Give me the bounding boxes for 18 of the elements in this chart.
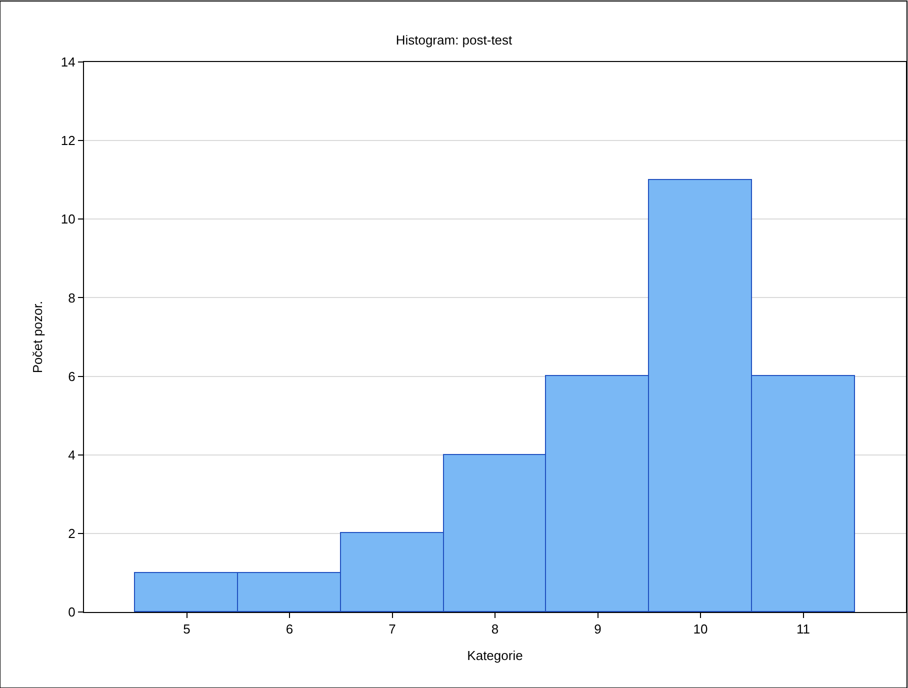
y-tick-label: 12 — [60, 133, 76, 148]
x-tick-label: 10 — [693, 622, 708, 637]
x-tick-label: 11 — [796, 622, 810, 637]
x-tick-label: 9 — [594, 622, 602, 637]
y-tick-label: 8 — [68, 290, 76, 306]
x-tick-label: 6 — [286, 622, 294, 637]
chart-title: Histogram: post-test — [396, 32, 513, 48]
x-tick-label: 7 — [388, 622, 396, 637]
y-axis-title: Počet pozor. — [30, 300, 45, 374]
y-tick-label: 4 — [68, 447, 76, 462]
x-tick-label: 5 — [183, 622, 190, 637]
x-axis-title: Kategorie — [467, 648, 523, 664]
y-tick-label: 10 — [60, 212, 76, 227]
y-tick-label: 2 — [68, 526, 76, 541]
x-tick-label: 8 — [491, 622, 499, 637]
y-tick-label: 6 — [68, 368, 76, 384]
y-tick-label: 14 — [60, 54, 76, 70]
y-tick-label: 0 — [68, 604, 76, 620]
